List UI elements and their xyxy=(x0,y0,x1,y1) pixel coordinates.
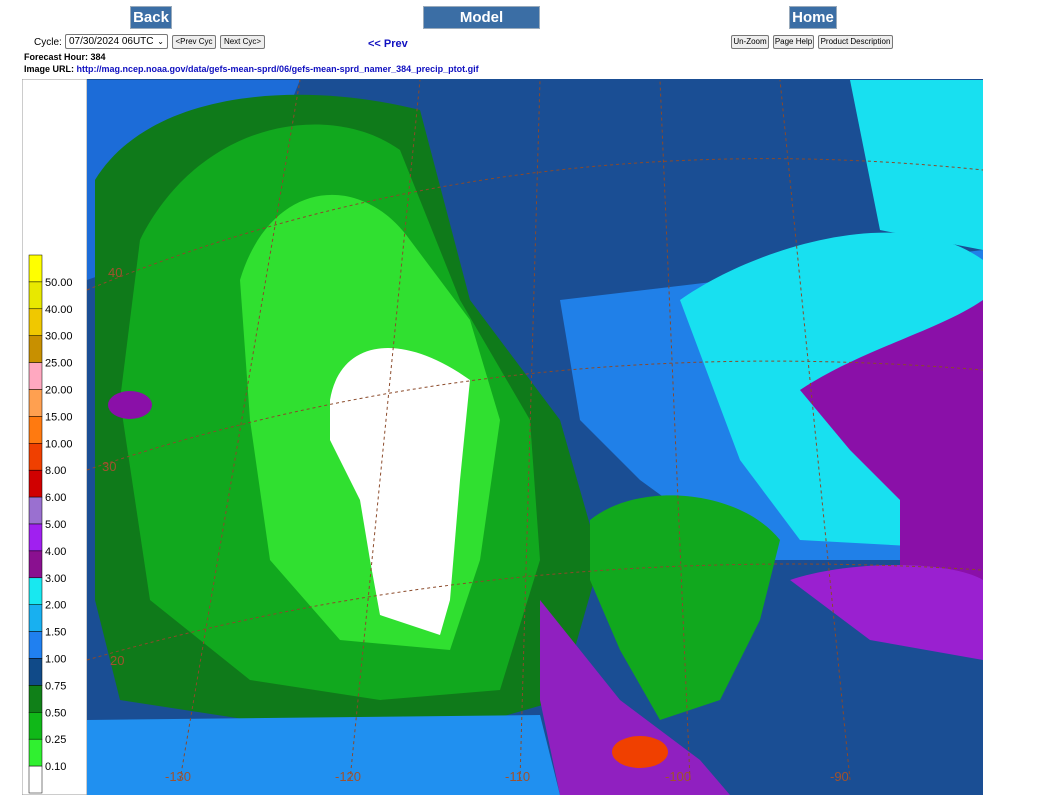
legend-label: 6.00 xyxy=(45,492,66,504)
legend-label: 1.00 xyxy=(45,654,66,666)
legend-label: 10.00 xyxy=(45,438,73,450)
legend-label: 1.50 xyxy=(45,627,66,639)
legend-label: 15.00 xyxy=(45,411,73,423)
precip-purple-spot xyxy=(108,391,152,419)
legend-swatch xyxy=(28,604,43,632)
lat-label: 30 xyxy=(102,459,116,474)
legend-swatch xyxy=(28,362,43,390)
precip-red xyxy=(612,736,668,768)
image-url-label: Image URL: xyxy=(24,64,75,74)
legend-label: 5.00 xyxy=(45,519,66,531)
legend-label: 0.75 xyxy=(45,680,66,692)
unzoom-button[interactable]: Un-Zoom xyxy=(731,35,769,49)
legend-swatch xyxy=(28,281,43,310)
legend-swatch xyxy=(28,389,43,417)
legend-swatch xyxy=(28,496,43,525)
lon-label: -90 xyxy=(830,769,849,784)
legend-swatch xyxy=(28,443,43,471)
next-cycle-button[interactable]: Next Cyc> xyxy=(220,35,265,49)
lat-label: 20 xyxy=(110,653,124,668)
dropdown-arrow: ⌄ xyxy=(157,37,164,46)
product-description-button[interactable]: Product Description xyxy=(818,35,893,49)
legend-label: 40.00 xyxy=(45,304,73,316)
legend-label: 30.00 xyxy=(45,331,73,343)
legend-label: 2.00 xyxy=(45,600,66,612)
legend-swatch xyxy=(28,685,43,713)
precip-purple-pacific xyxy=(540,600,730,795)
cycle-value: 07/30/2024 06UTC xyxy=(69,36,154,47)
legend-swatch xyxy=(28,469,43,498)
cycle-select[interactable]: 07/30/2024 06UTC ⌄ xyxy=(65,34,168,49)
image-url-line: Image URL: http://mag.ncep.noaa.gov/data… xyxy=(24,64,479,74)
precip-white xyxy=(330,347,470,635)
image-url-link[interactable]: http://mag.ncep.noaa.gov/data/gefs-mean-… xyxy=(76,64,479,74)
legend-swatch xyxy=(28,631,43,659)
precip-green-mexico xyxy=(590,495,780,720)
legend-label: 25.00 xyxy=(45,358,73,370)
legend-label: 20.00 xyxy=(45,385,73,397)
legend-label: 0.10 xyxy=(45,761,66,773)
forecast-hour: Forecast Hour: 384 xyxy=(24,52,106,62)
legend-swatch xyxy=(28,335,43,363)
cycle-label: Cycle: xyxy=(34,37,62,48)
lon-label: -120 xyxy=(335,769,361,784)
lon-label: -110 xyxy=(505,769,530,784)
prev-link[interactable]: << Prev xyxy=(368,38,408,50)
lat-label: 40 xyxy=(108,265,122,280)
legend-swatch xyxy=(28,254,43,283)
legend: 50.00 40.00 30.00 25.00 20.00 15.00 10.00 8.00 6… xyxy=(28,254,73,794)
precip-purple-south xyxy=(790,565,983,660)
legend-label: 0.25 xyxy=(45,734,66,746)
legend-swatch xyxy=(28,308,43,336)
precip-map: 50.00 40.00 30.00 25.00 20.00 15.00 10.00 8.00 6… xyxy=(22,79,983,795)
page-help-button[interactable]: Page Help xyxy=(773,35,814,49)
precip-purple-east xyxy=(800,300,983,640)
home-button[interactable]: Home xyxy=(789,6,837,29)
legend-swatch xyxy=(28,550,43,579)
legend-label: 8.00 xyxy=(45,465,66,477)
legend-label: 50.00 xyxy=(45,277,73,289)
legend-label: 4.00 xyxy=(45,546,66,558)
prev-cycle-button[interactable]: <Prev Cyc xyxy=(172,35,216,49)
legend-swatch xyxy=(28,765,43,794)
legend-swatch xyxy=(28,523,43,552)
legend-label: 3.00 xyxy=(45,573,66,585)
legend-swatch xyxy=(28,712,43,740)
legend-swatch xyxy=(28,577,43,605)
back-button[interactable]: Back xyxy=(130,6,172,29)
map-labels: 40 30 20 -130 -120 -110 -100 -90 xyxy=(102,265,849,784)
precip-blue-south xyxy=(87,715,560,795)
legend-swatch xyxy=(28,658,43,686)
legend-swatch xyxy=(28,416,43,444)
model-guidance-button[interactable]: Model Guidance xyxy=(423,6,540,47)
lon-label: -100 xyxy=(665,769,691,784)
lon-label: -130 xyxy=(165,769,191,784)
graticule xyxy=(86,79,983,781)
legend-label: 0.50 xyxy=(45,707,66,719)
precip-cyan-north xyxy=(850,80,983,250)
legend-swatch xyxy=(28,738,43,767)
